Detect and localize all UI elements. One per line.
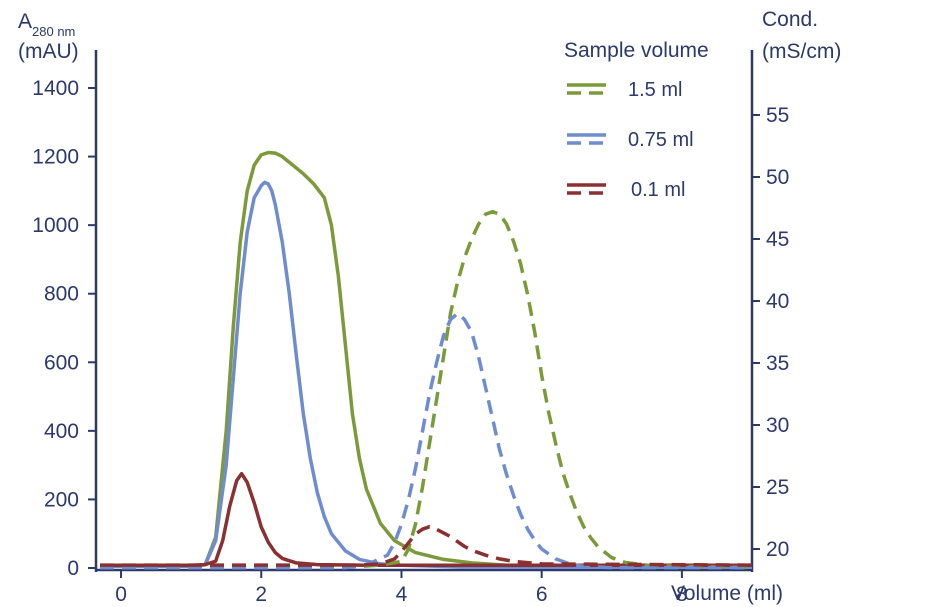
y-right-tick-label: 35: [766, 352, 789, 375]
legend-label: 1.5 ml: [628, 79, 682, 101]
y-right-tick-label: 30: [766, 414, 789, 437]
x-tick-label: 6: [536, 583, 548, 606]
y-right-axis-title: Cond.: [762, 8, 818, 31]
y-left-axis-unit: (mAU): [18, 40, 79, 63]
absorbance-line-0-75-ml: [100, 180, 753, 570]
x-tick-label: 0: [115, 583, 127, 606]
conductivity-line-1-5-ml: [100, 209, 753, 570]
tick-labels: 0200400600800100012001400202530354045505…: [32, 77, 789, 606]
y-left-tick-label: 1000: [32, 214, 79, 237]
y-right-axis-unit: (mS/cm): [762, 40, 841, 63]
absorbance-line-0-1-ml: [100, 471, 752, 568]
legend-label: 0.75 ml: [628, 129, 694, 151]
y-right-tick-label: 45: [766, 228, 789, 251]
y-right-tick-label: 40: [766, 290, 789, 313]
y-right-tick-label: 50: [766, 166, 789, 189]
series-lines: [100, 150, 753, 570]
x-tick-label: 4: [396, 583, 408, 606]
y-left-tick-label: 800: [44, 283, 79, 306]
y-left-tick-label: 1200: [32, 146, 79, 169]
x-tick-label: 2: [255, 583, 267, 606]
y-right-tick-label: 20: [766, 538, 789, 561]
y-right-tick-label: 25: [766, 476, 789, 499]
y-left-tick-label: 1400: [32, 77, 79, 100]
conductivity-line-0-1-ml: [100, 524, 753, 567]
axes: [88, 50, 760, 578]
legend-title: Sample volume: [564, 39, 709, 62]
y-left-tick-label: 400: [44, 420, 79, 443]
y-left-axis-title: A280 nm: [18, 10, 75, 39]
y-left-tick-label: 0: [67, 557, 79, 580]
y-left-tick-label: 200: [44, 488, 79, 511]
x-tick-label: 8: [676, 583, 688, 606]
y-left-tick-label: 600: [44, 351, 79, 374]
x-axis-title: Volume (ml): [671, 582, 783, 605]
conductivity-line-0-75-ml: [100, 311, 752, 570]
legend-label: 0.1 ml: [631, 179, 685, 201]
legend: Sample volume 1.5 ml 0.75 ml 0.1 ml: [564, 39, 709, 201]
absorbance-line-1-5-ml: [100, 150, 753, 569]
y-right-tick-label: 55: [766, 104, 789, 127]
